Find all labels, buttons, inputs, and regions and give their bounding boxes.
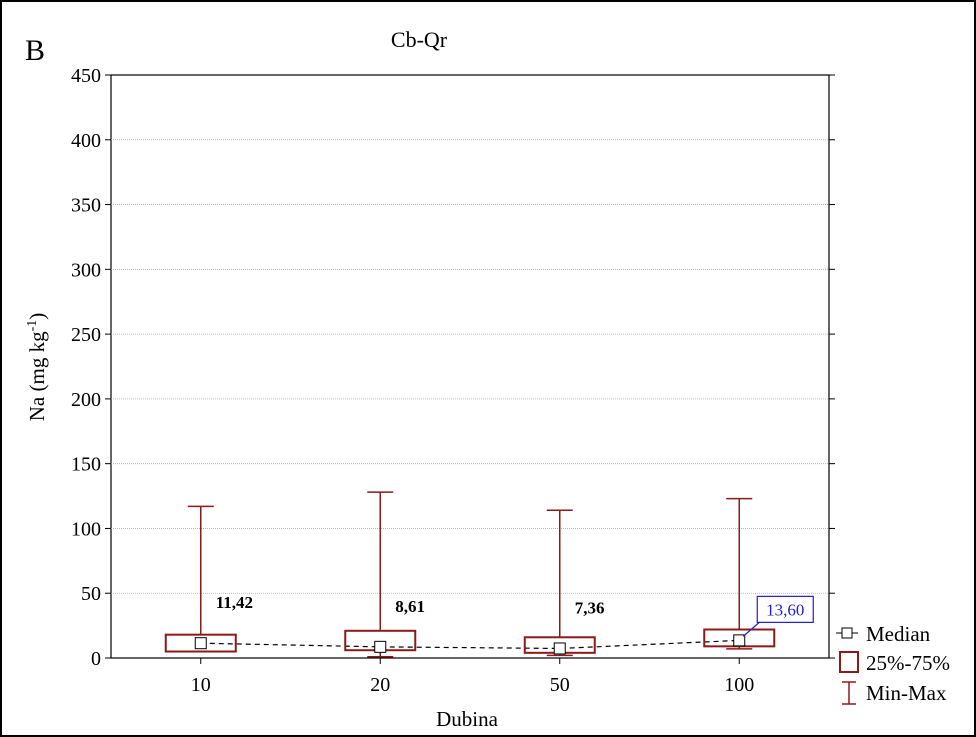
legend-median-symbol (841, 627, 853, 639)
y-tick-label-200: 200 (71, 389, 101, 411)
legend: Median 25%-75% Min-Max (836, 622, 950, 705)
box-series: 11,42 8,61 7,36 13,60 (164, 491, 814, 658)
y-tick-label-450: 450 (71, 65, 101, 87)
median-marker-100 (733, 634, 746, 647)
y-tick-label-150: 150 (71, 454, 101, 476)
legend-minmax-label: Min-Max (866, 681, 947, 705)
median-marker-10 (194, 637, 207, 650)
x-tick-label-100: 100 (724, 674, 754, 696)
median-label-20: 8,61 (395, 597, 425, 616)
iqr-box-10 (164, 633, 237, 653)
y-tick-label-0: 0 (91, 648, 101, 670)
legend-box-label: 25%-75% (866, 651, 950, 675)
legend-box-symbol (839, 651, 859, 673)
x-tick-label-50: 50 (550, 674, 570, 696)
y-axis-label-close: ) (25, 313, 49, 320)
y-tick-label-50: 50 (81, 583, 101, 605)
x-axis-ticks: 10 20 50 100 (191, 658, 754, 696)
x-axis-label: Dubina (436, 707, 499, 731)
plot-area (110, 74, 830, 659)
x-tick-label-20: 20 (370, 674, 390, 696)
median-label-100: 13,60 (766, 600, 804, 619)
y-tick-label-250: 250 (71, 324, 101, 346)
median-marker-50 (553, 642, 566, 655)
y-axis-label-main: Na (mg kg (25, 331, 49, 421)
chart-title: Cb-Qr (391, 27, 448, 52)
x-tick-label-10: 10 (191, 674, 211, 696)
y-axis-ticks: 0 50 100 150 200 250 300 350 400 450 (71, 65, 835, 670)
grid-lines (111, 139, 829, 594)
median-marker-20 (374, 640, 387, 653)
median-label-10: 11,42 (216, 593, 253, 612)
y-axis-label-sup: -1 (25, 320, 40, 332)
y-tick-label-100: 100 (71, 518, 101, 540)
panel-letter: B (25, 34, 45, 67)
y-axis-label: Na (mg kg-1) (25, 313, 49, 422)
median-callout-box-100 (756, 595, 814, 623)
median-callout-line-100 (742, 621, 760, 637)
median-label-50: 7,36 (575, 598, 605, 617)
legend-median-label: Median (866, 622, 931, 646)
y-tick-label-400: 400 (71, 130, 101, 152)
y-tick-label-300: 300 (71, 259, 101, 281)
y-tick-label-350: 350 (71, 195, 101, 217)
